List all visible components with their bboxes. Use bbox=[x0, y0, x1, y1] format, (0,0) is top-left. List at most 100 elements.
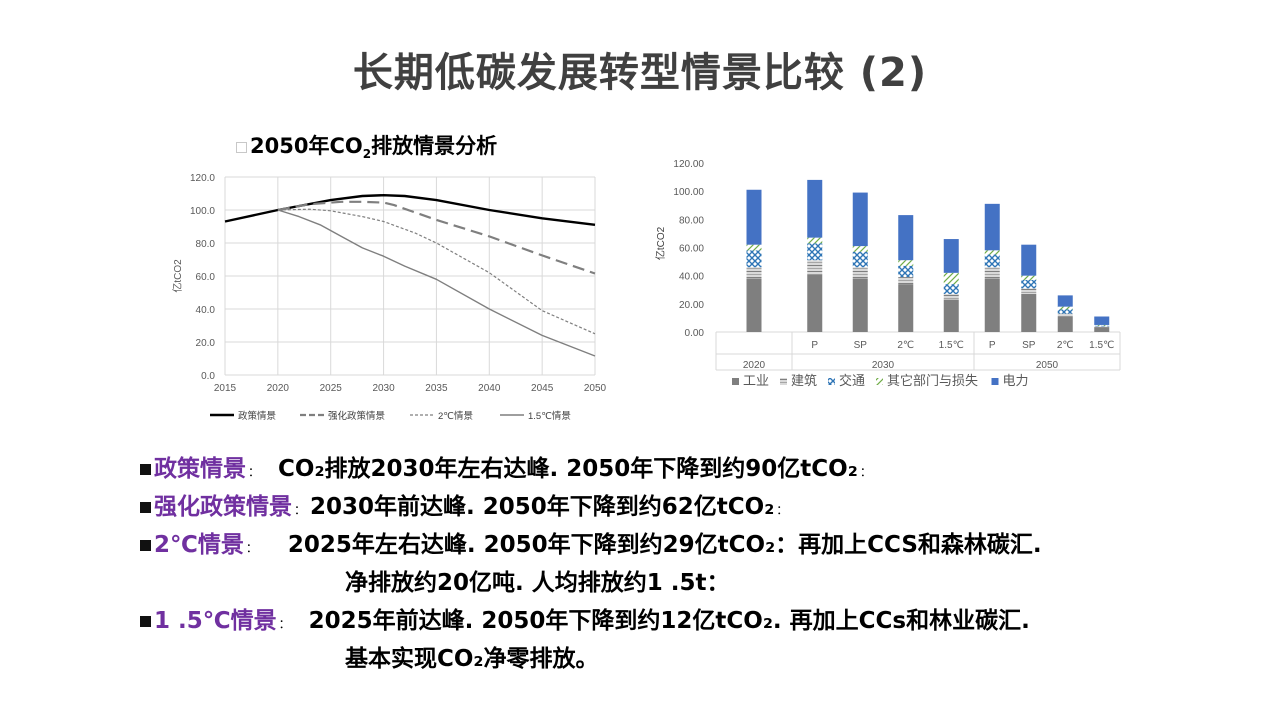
bar-segment bbox=[1057, 309, 1073, 314]
legend-swatch bbox=[876, 378, 883, 385]
square-bullet-icon bbox=[140, 464, 151, 475]
bullet-1-5c: 1 .5℃情景： 2025年前达峰. 2050年下降到约12亿tCO₂. 再加上C… bbox=[140, 602, 1260, 640]
bar-segment bbox=[746, 278, 762, 332]
y-tick-label: 80.00 bbox=[679, 215, 704, 226]
series-line bbox=[277, 200, 596, 275]
bar-segment bbox=[898, 260, 914, 266]
bullet-colon: ： bbox=[248, 465, 261, 479]
group-label: 2030 bbox=[872, 360, 895, 371]
y-tick-label: 40.0 bbox=[196, 305, 216, 316]
bar-segment bbox=[807, 179, 823, 238]
bar-segment bbox=[898, 265, 914, 278]
category-label: SP bbox=[1022, 340, 1036, 351]
bar-segment bbox=[1057, 306, 1073, 310]
line-chart: 0.0 20.0 40.0 60.0 80.0 100.0 120.0 2015 2020 202… bbox=[171, 173, 607, 422]
bar-segment bbox=[1021, 293, 1037, 332]
bar-segment bbox=[852, 267, 868, 279]
y-tick-label: 120.00 bbox=[673, 159, 704, 170]
x-tick-label: 2020 bbox=[267, 383, 290, 394]
bullet-colon: ： bbox=[245, 541, 258, 555]
subtitle-pre: 2050年CO bbox=[250, 134, 363, 158]
x-tick-label: 2045 bbox=[531, 383, 554, 394]
subtitle-sub: 2 bbox=[362, 147, 372, 162]
bar-segment bbox=[898, 215, 914, 261]
bullet-tail: ： bbox=[859, 465, 872, 479]
bar-segment bbox=[898, 284, 914, 332]
bar-segment bbox=[1057, 313, 1073, 317]
legend-swatch bbox=[780, 378, 787, 385]
bullet-key: 强化政策情景 bbox=[154, 494, 292, 520]
bar-segment bbox=[1057, 316, 1073, 332]
y-tick-label: 60.0 bbox=[196, 272, 216, 283]
y-tick-label: 60.00 bbox=[679, 244, 704, 255]
bar-segment bbox=[746, 267, 762, 279]
bar-segment bbox=[807, 260, 823, 275]
legend-swatch bbox=[732, 378, 739, 385]
bullet-text: 2025年前达峰. 2050年下降到约12亿tCO₂. 再加上CCs和林业碳汇. bbox=[308, 608, 1030, 634]
bar-segment bbox=[807, 243, 823, 261]
category-label: P bbox=[989, 340, 996, 351]
bar-segment bbox=[943, 284, 959, 294]
bar-segment bbox=[1021, 244, 1037, 276]
bar-segment bbox=[746, 244, 762, 251]
bar-segment bbox=[1094, 325, 1110, 327]
y-tick-label: 100.0 bbox=[190, 206, 215, 217]
bar-segment bbox=[1021, 275, 1037, 280]
chart-subtitle: 2050年CO2排放情景分析 bbox=[236, 130, 497, 161]
bar-segment bbox=[807, 274, 823, 332]
series-line bbox=[277, 208, 596, 335]
square-bullet-icon bbox=[140, 502, 151, 513]
bar-segment bbox=[943, 272, 959, 285]
bar-segment bbox=[943, 239, 959, 273]
x-tick-label: 2035 bbox=[425, 383, 448, 394]
x-tick-label: 2050 bbox=[584, 383, 607, 394]
bullet-text: 2025年左右达峰. 2050年下降到约29亿tCO₂：再加上CCS和森林碳汇. bbox=[287, 532, 1042, 558]
bullet-text: CO₂排放2030年左右达峰. 2050年下降到约90亿tCO₂ bbox=[278, 456, 858, 482]
bullet-box-icon bbox=[236, 141, 247, 153]
y-tick-label: 120.0 bbox=[190, 173, 215, 184]
page-title: 长期低碳发展转型情景比较 (2) bbox=[352, 50, 928, 96]
bar-segment bbox=[1094, 324, 1110, 326]
legend-label: 工业 bbox=[743, 373, 769, 388]
bar-segment bbox=[746, 189, 762, 245]
y-axis-label: 亿tCO2 bbox=[654, 226, 667, 260]
category-label: 2℃ bbox=[1057, 340, 1074, 351]
bar-segment bbox=[1094, 327, 1110, 332]
bar-segment bbox=[1094, 316, 1110, 325]
bar-segment bbox=[852, 251, 868, 268]
bar-segment bbox=[852, 192, 868, 247]
legend-label: 1.5℃情景 bbox=[528, 410, 571, 422]
x-tick-label: 2015 bbox=[214, 383, 237, 394]
bullet-key: 2℃情景 bbox=[154, 532, 244, 558]
bar-segment bbox=[852, 246, 868, 252]
bar-segment bbox=[984, 267, 1000, 279]
category-label: 1.5℃ bbox=[939, 340, 964, 351]
y-axis-label: 亿tCO2 bbox=[171, 259, 184, 293]
bar-segment bbox=[984, 278, 1000, 332]
x-tick-label: 2040 bbox=[478, 383, 501, 394]
subtitle-post: 排放情景分析 bbox=[371, 134, 498, 158]
y-tick-label: 20.0 bbox=[196, 338, 216, 349]
bullet-text: 2030年前达峰. 2050年下降到约62亿tCO₂ bbox=[310, 494, 775, 520]
bar-segment bbox=[1021, 288, 1037, 294]
y-tick-label: 40.00 bbox=[679, 272, 704, 283]
x-tick-label: 2025 bbox=[320, 383, 343, 394]
square-bullet-icon bbox=[140, 540, 151, 551]
bullet-colon: ： bbox=[294, 503, 307, 517]
category-label: 2℃ bbox=[897, 340, 914, 351]
legend-label: 电力 bbox=[1003, 373, 1029, 388]
bullet-1-5c-cont: 基本实现CO₂净零排放。 bbox=[140, 640, 1260, 678]
square-bullet-icon bbox=[140, 616, 151, 627]
bar-segment bbox=[1057, 295, 1073, 307]
bar-segment bbox=[984, 250, 1000, 255]
bullet-key: 政策情景 bbox=[154, 456, 246, 482]
legend-label: 建筑 bbox=[791, 373, 817, 388]
bullet-policy: 政策情景： CO₂排放2030年左右达峰. 2050年下降到约90亿tCO₂： bbox=[140, 450, 1260, 488]
bar-segment bbox=[746, 250, 762, 268]
x-tick-label: 2030 bbox=[372, 383, 395, 394]
legend-label: 其它部门与损失 bbox=[887, 373, 978, 388]
bar-segment bbox=[807, 237, 823, 244]
bar-segment bbox=[1021, 279, 1037, 289]
bullet-enhanced: 强化政策情景： 2030年前达峰. 2050年下降到约62亿tCO₂： bbox=[140, 488, 1260, 526]
y-tick-label: 100.00 bbox=[673, 187, 704, 198]
